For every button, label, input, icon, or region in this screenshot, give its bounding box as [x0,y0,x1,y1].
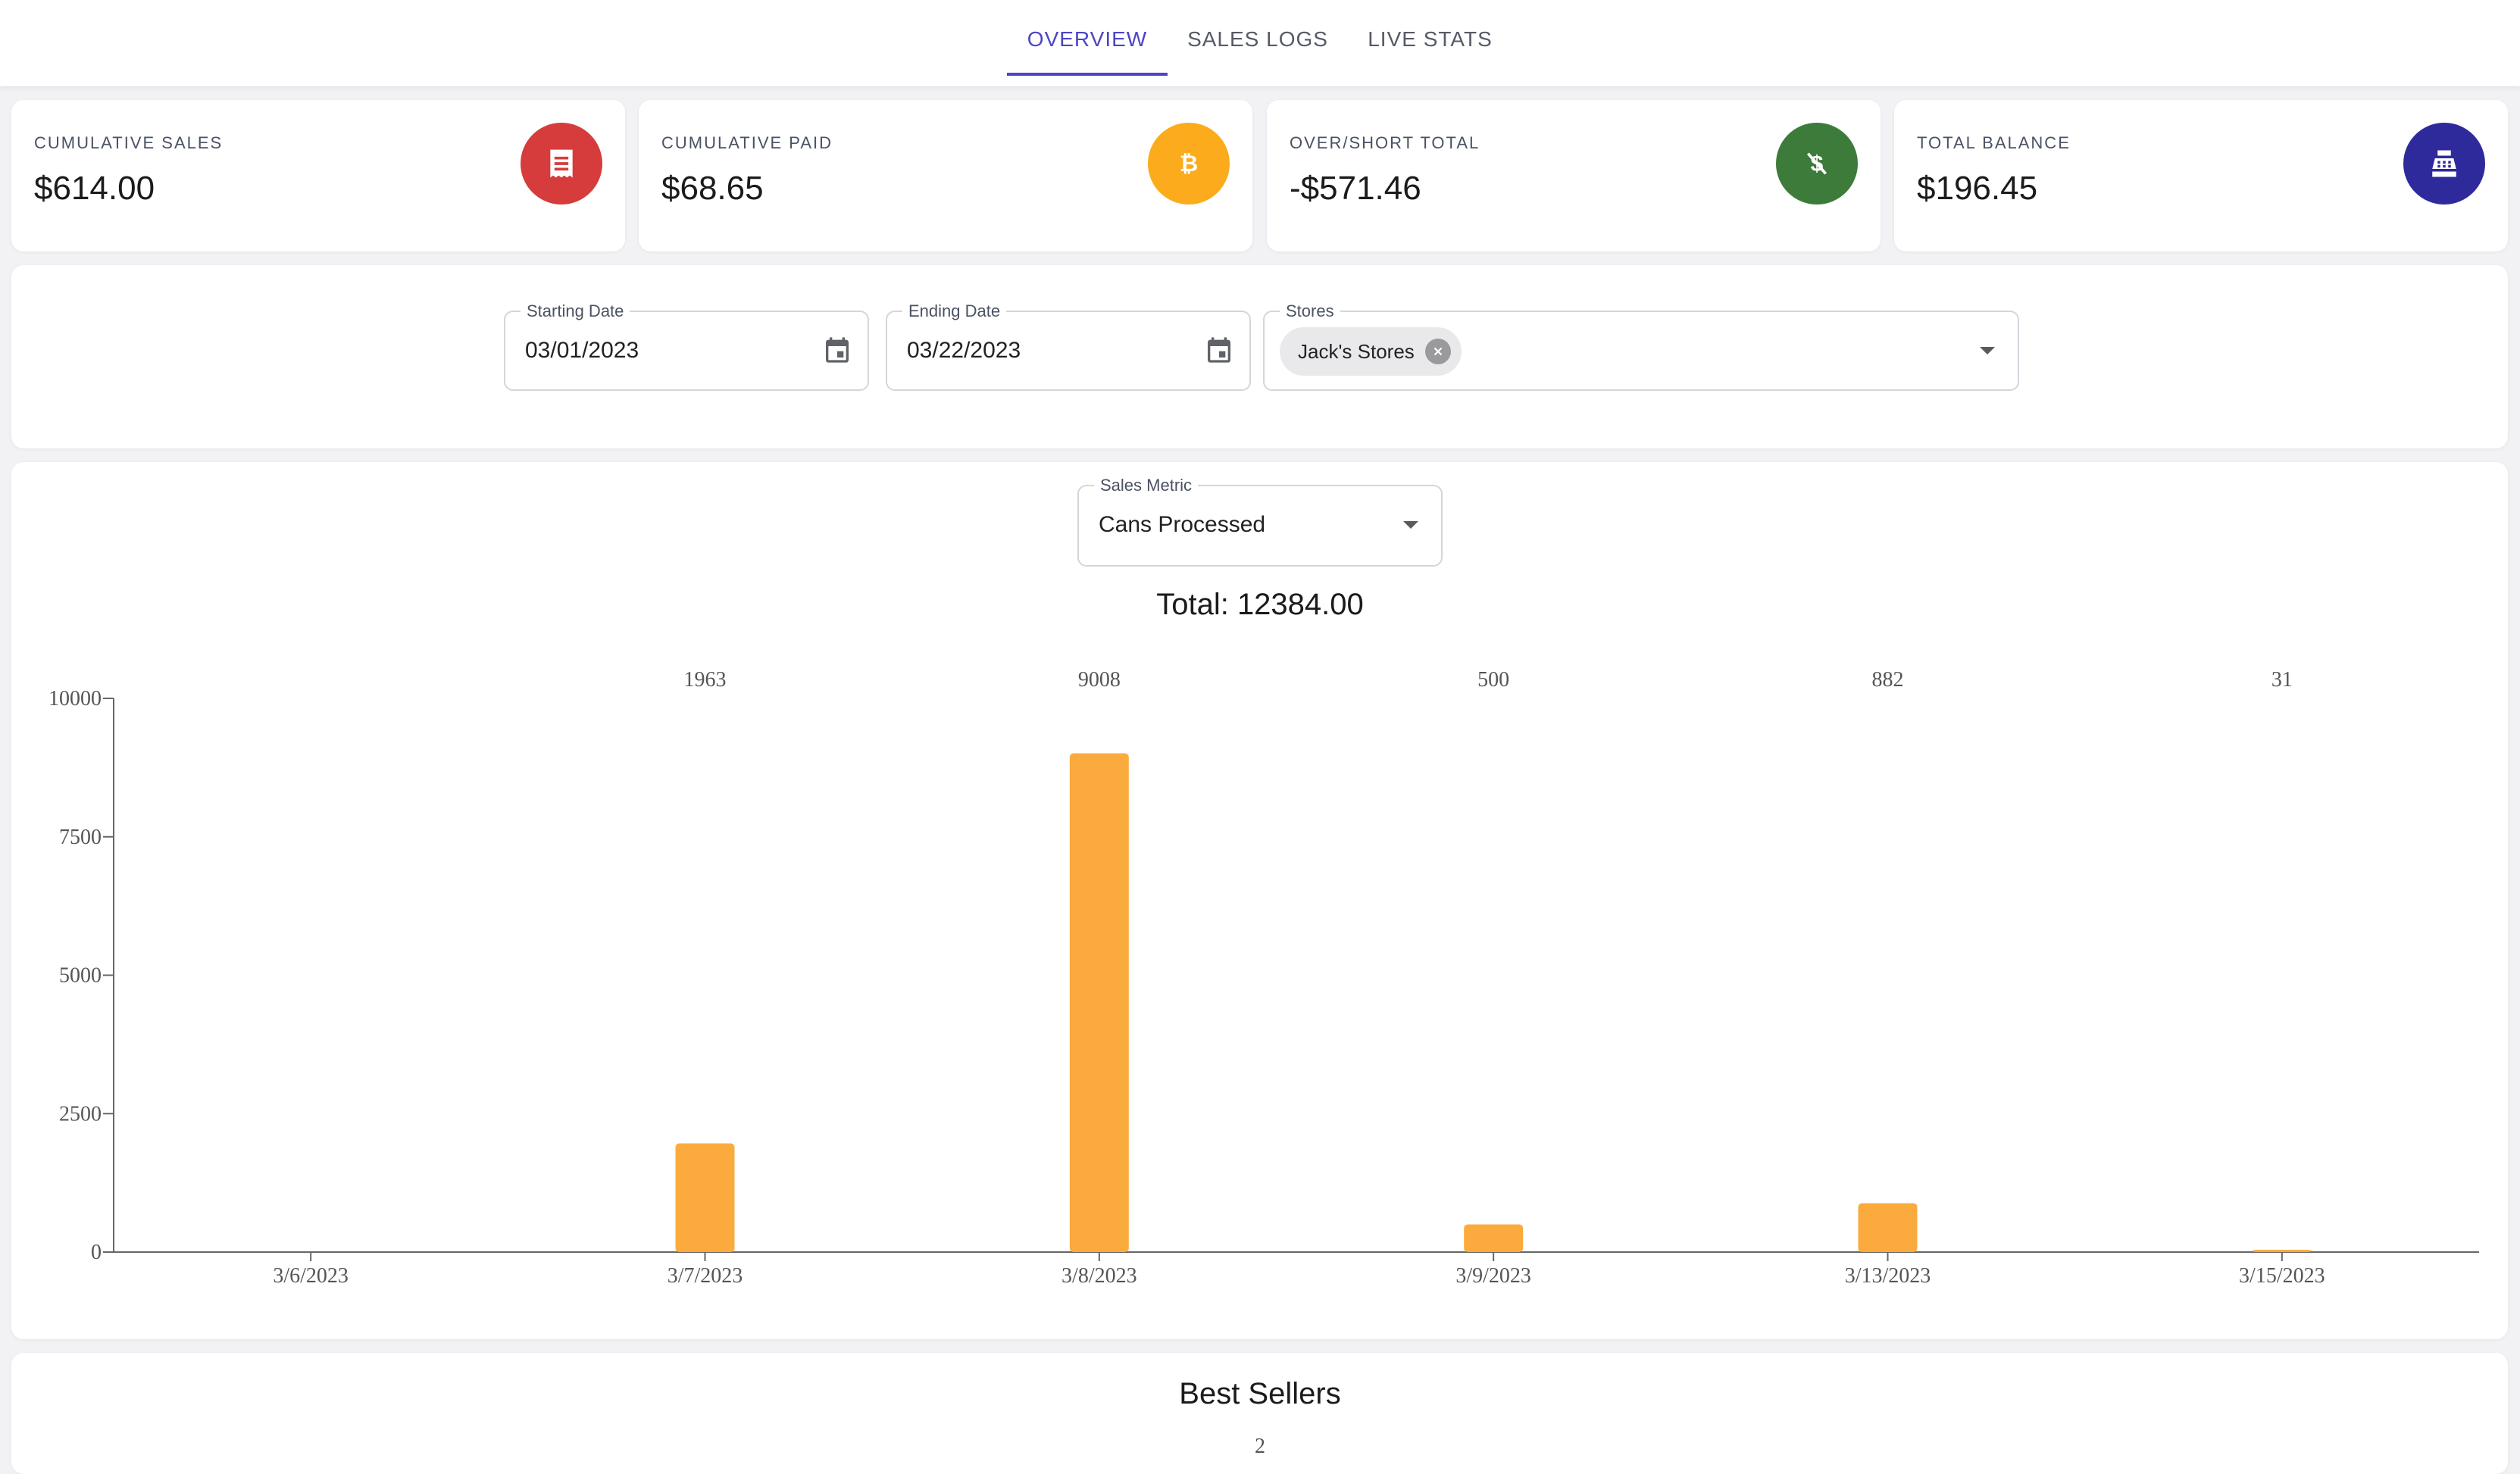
stat-card-cumulative-sales: CUMULATIVE SALES $614.00 [11,100,625,251]
stat-value: $614.00 [34,170,155,207]
best-sellers-tick: 2 [1255,1435,1265,1458]
end-date-value[interactable]: 03/22/2023 [907,338,1021,363]
money-off-icon: $ [1776,123,1858,205]
chevron-down-icon[interactable] [1403,521,1418,529]
receipt-icon [521,123,602,205]
sales-metric-value: Cans Processed [1099,512,1266,537]
filter-card: Starting Date 03/01/2023 Ending Date 03/… [11,265,2508,448]
stat-value: $68.65 [661,170,764,207]
stat-card-cumulative-paid: CUMULATIVE PAID $68.65 ₿ [639,100,1252,251]
best-sellers-card [11,1353,2508,1474]
field-label: Ending Date [902,301,1007,321]
stat-value: $196.45 [1917,170,2038,207]
sales-metric-select[interactable]: Sales Metric Cans Processed [1077,476,1443,567]
start-date-field[interactable]: Starting Date 03/01/2023 [504,301,869,391]
stat-label: CUMULATIVE SALES [34,133,224,152]
chip-remove-icon[interactable] [1424,339,1451,364]
stores-select[interactable]: Stores Jack's Stores [1263,301,2019,391]
tab-live-stats[interactable]: LIVE STATS [1368,27,1493,51]
active-tab-indicator [1007,73,1168,76]
top-nav: OVERVIEW SALES LOGS LIVE STATS [0,0,2520,86]
tab-sales-logs[interactable]: SALES LOGS [1187,27,1328,51]
stat-value: -$571.46 [1290,170,1421,207]
chart-total: Total: 12384.00 [1156,588,1364,621]
cash-register-icon [2403,123,2485,205]
stat-label: OVER/SHORT TOTAL [1290,133,1480,152]
stat-card-total-balance: TOTAL BALANCE $196.45 [1894,100,2508,251]
tab-overview[interactable]: OVERVIEW [1027,27,1148,51]
chart-card: Sales Metric Cans Processed [11,462,2508,1339]
calendar-icon[interactable] [1204,335,1234,365]
end-date-field[interactable]: Ending Date 03/22/2023 [886,301,1251,391]
field-label: Sales Metric [1094,476,1199,495]
store-chip[interactable]: Jack's Stores [1280,327,1462,376]
chevron-down-icon[interactable] [1980,347,1995,354]
stat-card-over-short-total: OVER/SHORT TOTAL -$571.46 $ [1267,100,1881,251]
start-date-value[interactable]: 03/01/2023 [525,338,639,363]
best-sellers-title: Best Sellers [1179,1377,1341,1410]
stat-label: CUMULATIVE PAID [661,133,833,152]
bitcoin-icon: ₿ [1148,123,1230,205]
calendar-icon[interactable] [822,335,852,365]
store-chip-label: Jack's Stores [1298,339,1415,363]
stat-label: TOTAL BALANCE [1917,133,2071,152]
field-label: Stores [1280,301,1340,321]
svg-text:₿: ₿ [1180,151,1198,176]
field-label: Starting Date [521,301,630,321]
